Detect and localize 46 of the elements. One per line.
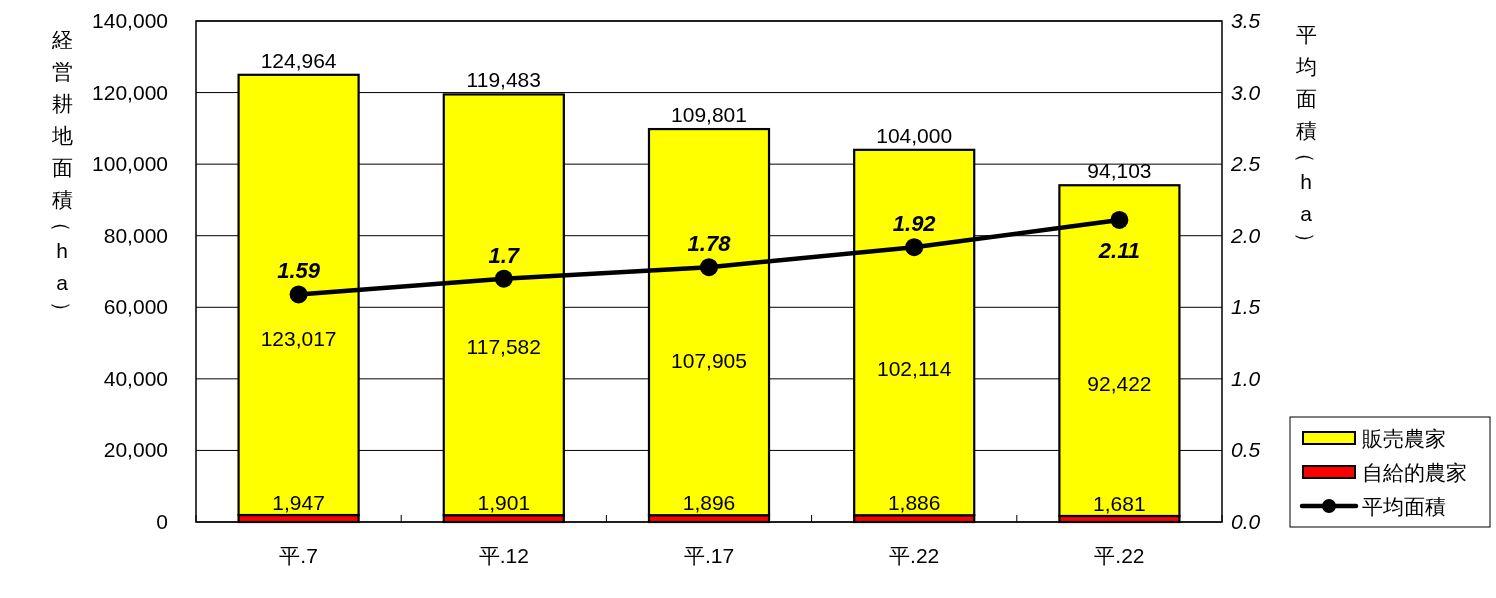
y-tick-label: 40,000	[103, 366, 168, 390]
y2-tick-label: 1.5	[1231, 295, 1261, 319]
y-axis-title: 経営耕地面積（ha）	[51, 28, 74, 322]
x-tick-label: 平.22	[1094, 544, 1145, 567]
data-label: 1,901	[477, 491, 531, 515]
total-label: 119,483	[466, 68, 541, 92]
y-tick-label: 0	[156, 510, 168, 533]
data-label: 1,681	[1093, 491, 1146, 515]
data-label: 1.78	[687, 231, 732, 257]
data-label: 2.11	[1097, 237, 1140, 263]
y-tick-label: 100,000	[92, 152, 168, 176]
x-tick-label: 平.17	[683, 544, 735, 567]
y2-tick-label: 3.5	[1231, 9, 1261, 32]
data-label: 102,114	[877, 357, 952, 381]
data-label: 1.92	[892, 211, 937, 237]
data-label: 92,422	[1087, 371, 1152, 395]
y-tick-label: 120,000	[92, 80, 168, 104]
x-tick-label: 平.22	[889, 544, 940, 567]
y2-tick-label: 3.0	[1231, 80, 1261, 104]
total-label: 124,964	[260, 48, 337, 72]
y2-tick-label: 0.0	[1231, 510, 1261, 533]
data-label: 1,886	[887, 491, 941, 515]
y-tick-label: 140,000	[92, 9, 168, 32]
total-label: 109,801	[671, 103, 747, 127]
y-tick-label: 60,000	[103, 295, 168, 319]
data-label: 1.7	[488, 242, 521, 268]
y-tick-label: 20,000	[103, 438, 168, 462]
data-label: 107,905	[671, 348, 747, 372]
y-tick-label: 80,000	[103, 223, 168, 247]
data-label: 1,896	[682, 491, 736, 515]
legend-label: 平均面積	[1362, 495, 1446, 518]
x-tick-label: 平.12	[478, 544, 529, 567]
data-label: 117,582	[466, 334, 541, 358]
legend-label: 自給的農家	[1362, 461, 1467, 484]
legend-label: 販売農家	[1362, 427, 1446, 450]
y2-axis-title: 平均面積（ha）	[1295, 23, 1318, 253]
data-label: 1.59	[277, 258, 321, 284]
total-label: 104,000	[876, 123, 953, 147]
y2-tick-label: 1.0	[1231, 366, 1261, 390]
y2-tick-label: 2.0	[1230, 223, 1261, 247]
y2-tick-label: 2.5	[1230, 152, 1261, 176]
total-label: 94,103	[1087, 159, 1152, 183]
y2-tick-label: 0.5	[1231, 438, 1261, 462]
data-label: 123,017	[260, 326, 337, 350]
data-label: 1,947	[272, 491, 325, 515]
x-tick-label: 平.7	[279, 544, 318, 567]
